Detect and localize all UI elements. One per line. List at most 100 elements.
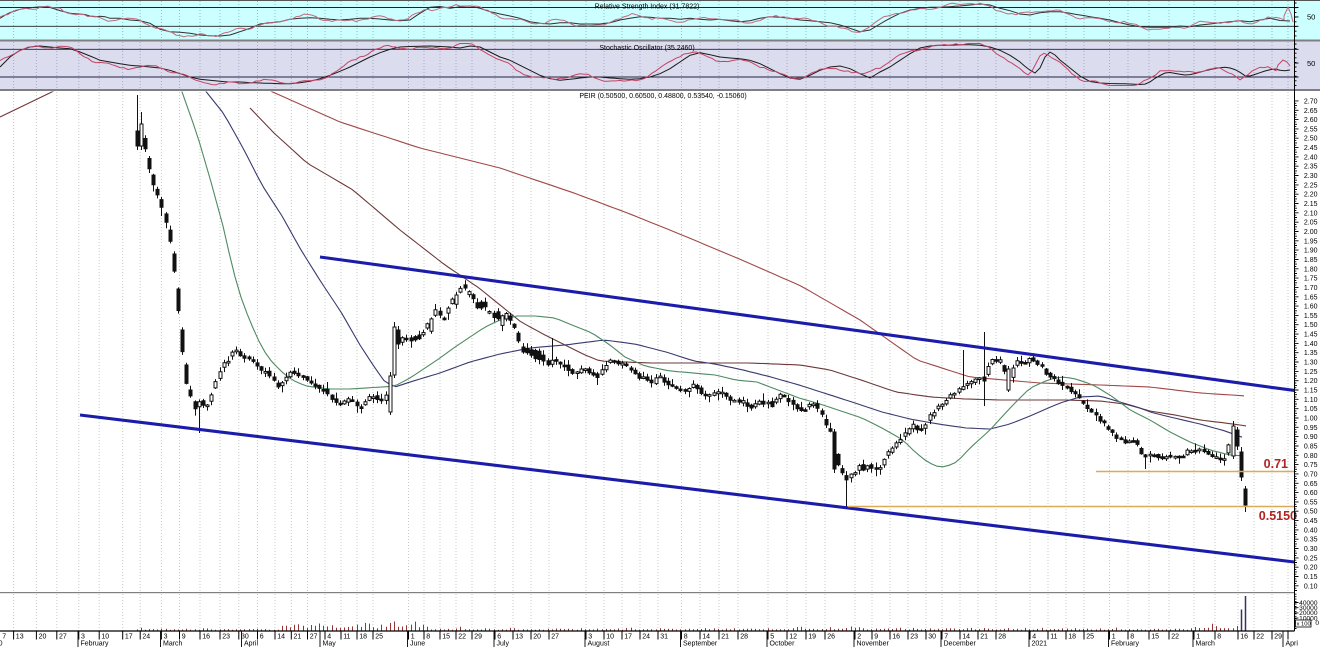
svg-text:5: 5: [770, 634, 774, 641]
svg-text:1: 1: [1196, 634, 1200, 641]
svg-text:2: 2: [857, 634, 861, 641]
svg-text:0.20: 0.20: [1304, 565, 1318, 572]
svg-text:15: 15: [1151, 634, 1159, 641]
svg-text:x 100: x 100: [1297, 622, 1311, 628]
svg-text:4: 4: [1032, 634, 1036, 641]
svg-text:2.50: 2.50: [1304, 136, 1318, 143]
svg-text:Apri: Apri: [1286, 641, 1299, 648]
svg-text:0.70: 0.70: [1304, 471, 1318, 478]
svg-text:3: 3: [588, 634, 592, 641]
svg-text:0.71: 0.71: [1264, 457, 1288, 471]
svg-text:1.50: 1.50: [1304, 322, 1318, 329]
svg-text:25: 25: [1086, 634, 1094, 641]
svg-text:7: 7: [2, 634, 6, 641]
svg-text:2.20: 2.20: [1304, 192, 1318, 199]
svg-text:6: 6: [260, 634, 264, 641]
svg-text:1: 1: [411, 634, 415, 641]
svg-text:40000: 40000: [1299, 600, 1318, 607]
svg-text:28: 28: [998, 634, 1006, 641]
svg-text:PEIR (0.50500, 0.60500, 0.4880: PEIR (0.50500, 0.60500, 0.48800, 0.53540…: [579, 93, 746, 100]
svg-text:0.50: 0.50: [1304, 509, 1318, 516]
svg-text:8: 8: [1130, 634, 1134, 641]
svg-text:2.40: 2.40: [1304, 154, 1318, 161]
svg-text:2020: 2020: [0, 641, 3, 648]
svg-text:May: May: [323, 641, 337, 648]
svg-text:24: 24: [142, 634, 150, 641]
svg-text:21: 21: [294, 634, 302, 641]
svg-text:24: 24: [642, 634, 650, 641]
svg-text:Stochastic Oscillator (35.2460: Stochastic Oscillator (35.2460): [599, 45, 694, 52]
svg-text:1.75: 1.75: [1304, 276, 1318, 283]
svg-text:28: 28: [740, 634, 748, 641]
svg-text:1.90: 1.90: [1304, 248, 1318, 255]
svg-text:0.10: 0.10: [1304, 583, 1318, 590]
svg-text:3: 3: [81, 634, 85, 641]
svg-text:November: November: [857, 641, 890, 648]
svg-text:8: 8: [426, 634, 430, 641]
svg-text:Relative Strength Index (31.78: Relative Strength Index (31.7822): [595, 4, 700, 11]
svg-text:1.45: 1.45: [1304, 332, 1318, 339]
svg-text:4: 4: [327, 634, 331, 641]
svg-text:2.65: 2.65: [1304, 108, 1318, 115]
svg-text:11: 11: [343, 634, 350, 641]
svg-text:1.80: 1.80: [1304, 266, 1318, 273]
svg-text:31: 31: [660, 634, 668, 641]
svg-text:50: 50: [1307, 13, 1315, 22]
svg-text:15: 15: [442, 634, 450, 641]
svg-text:16: 16: [1240, 634, 1248, 641]
svg-text:18: 18: [1068, 634, 1076, 641]
svg-text:16: 16: [202, 634, 210, 641]
svg-text:23: 23: [222, 634, 230, 641]
svg-text:9: 9: [182, 634, 186, 641]
svg-text:1.25: 1.25: [1304, 369, 1318, 376]
svg-text:22: 22: [1256, 634, 1264, 641]
svg-text:13: 13: [515, 634, 523, 641]
svg-text:23: 23: [910, 634, 918, 641]
svg-text:August: August: [588, 641, 610, 648]
svg-text:0.40: 0.40: [1304, 527, 1318, 534]
svg-text:10: 10: [606, 634, 614, 641]
svg-text:2.10: 2.10: [1304, 210, 1318, 217]
svg-text:April: April: [244, 641, 258, 648]
svg-text:14: 14: [962, 634, 970, 641]
svg-text:February: February: [81, 641, 110, 648]
svg-text:1.00: 1.00: [1304, 416, 1318, 423]
svg-text:2021: 2021: [1032, 641, 1048, 648]
svg-text:0.95: 0.95: [1304, 425, 1318, 432]
svg-text:1.15: 1.15: [1304, 388, 1318, 395]
svg-text:19: 19: [808, 634, 816, 641]
svg-text:10: 10: [101, 634, 109, 641]
svg-text:2.05: 2.05: [1304, 220, 1318, 227]
svg-text:2.35: 2.35: [1304, 164, 1318, 171]
svg-text:30: 30: [241, 634, 249, 641]
svg-text:0.30: 0.30: [1304, 546, 1318, 553]
svg-text:1.05: 1.05: [1304, 406, 1318, 413]
svg-text:0.90: 0.90: [1304, 434, 1318, 441]
svg-text:July: July: [497, 641, 510, 648]
svg-text:March: March: [1196, 641, 1216, 648]
svg-text:27: 27: [310, 634, 318, 641]
svg-text:30000: 30000: [1299, 605, 1318, 612]
svg-text:1.20: 1.20: [1304, 378, 1318, 385]
svg-text:0.45: 0.45: [1304, 518, 1318, 525]
svg-text:0.5150: 0.5150: [1259, 509, 1297, 523]
svg-text:9: 9: [874, 634, 878, 641]
svg-text:26: 26: [827, 634, 835, 641]
svg-text:17: 17: [624, 634, 632, 641]
svg-text:December: December: [944, 641, 977, 648]
svg-text:1.70: 1.70: [1304, 285, 1318, 292]
svg-text:27: 27: [551, 634, 559, 641]
svg-text:October: October: [770, 641, 796, 648]
svg-text:1.65: 1.65: [1304, 294, 1318, 301]
svg-text:0.85: 0.85: [1304, 444, 1318, 451]
svg-text:0.60: 0.60: [1304, 490, 1318, 497]
svg-text:3: 3: [164, 634, 168, 641]
svg-text:20: 20: [533, 634, 541, 641]
svg-text:1.60: 1.60: [1304, 304, 1318, 311]
svg-text:0.80: 0.80: [1304, 453, 1318, 460]
svg-text:1: 1: [1112, 634, 1116, 641]
svg-text:20: 20: [39, 634, 47, 641]
svg-text:June: June: [410, 641, 425, 648]
svg-text:1.10: 1.10: [1304, 397, 1318, 404]
svg-text:18: 18: [359, 634, 367, 641]
